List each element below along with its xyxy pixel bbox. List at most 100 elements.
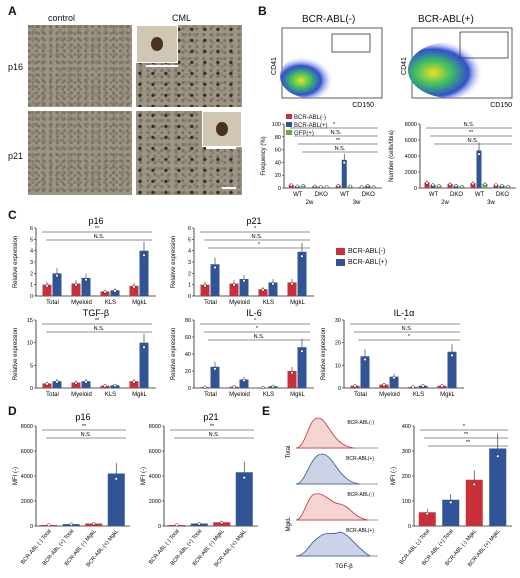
data-point bbox=[372, 185, 376, 189]
micrograph-control-p16 bbox=[28, 25, 132, 107]
data-point bbox=[450, 353, 454, 358]
data-point bbox=[425, 511, 429, 516]
hist-neg-total: BCR-ABL(-) bbox=[295, 417, 378, 449]
data-point bbox=[440, 384, 444, 388]
data-point bbox=[471, 182, 475, 186]
scale-bar bbox=[146, 65, 178, 67]
bar bbox=[235, 472, 253, 526]
y-tick-label: 10 bbox=[27, 341, 33, 347]
y-tick-label: 40 bbox=[185, 352, 191, 358]
x-tick-label: Total bbox=[204, 392, 217, 398]
chart-c-p16: p16 0 1 2 3 4 5 6 Relative expression Total Myeloi… bbox=[13, 216, 156, 306]
significance-label: * bbox=[254, 318, 257, 324]
significance-label: ** bbox=[95, 318, 100, 324]
bar bbox=[239, 279, 249, 296]
bar bbox=[210, 366, 220, 388]
data-point bbox=[382, 383, 386, 387]
y-axis-label: Relative expression bbox=[13, 236, 19, 288]
data-point bbox=[232, 283, 236, 287]
legend-label-neg: BCR-ABL(-) bbox=[348, 248, 386, 255]
data-point bbox=[360, 185, 364, 189]
legend-label-pos: BCR-ABL(+) bbox=[348, 259, 388, 266]
legend-b-item-gfp: GFP(+) bbox=[286, 130, 328, 138]
data-point bbox=[494, 183, 498, 187]
bar bbox=[418, 512, 436, 526]
bar bbox=[52, 381, 62, 388]
data-point bbox=[142, 253, 146, 257]
y-tick-label: 100 bbox=[402, 499, 411, 505]
chart-c-tgfb: TGF-β 0 5 10 15 Relative expression Total Myelo… bbox=[13, 308, 156, 398]
col-label-control: control bbox=[48, 13, 76, 23]
hist-pos-mgkl: BCR-ABL(+) bbox=[295, 528, 378, 557]
bar bbox=[442, 499, 460, 526]
significance-label: N.S. bbox=[335, 146, 346, 152]
data-point bbox=[483, 182, 487, 187]
y-tick-label: 1 bbox=[30, 283, 33, 289]
significance-label: N.S. bbox=[464, 122, 475, 128]
group-label: 2w bbox=[441, 200, 449, 206]
x-tick-label: Total bbox=[204, 300, 217, 306]
y-tick-label: 8000 bbox=[405, 122, 417, 128]
bar bbox=[139, 250, 149, 296]
x-tick-label: WT bbox=[340, 192, 350, 198]
hist-neg-mgkl: BCR-ABL(-) bbox=[295, 492, 378, 521]
data-point bbox=[460, 184, 464, 189]
legend-b-swatch-gfp bbox=[286, 130, 292, 135]
group-label: 3w bbox=[487, 200, 495, 206]
data-point bbox=[197, 522, 201, 526]
data-point bbox=[113, 289, 117, 293]
micrograph-inset bbox=[136, 25, 178, 63]
chart-title: p16 bbox=[88, 216, 103, 226]
data-point bbox=[261, 385, 265, 390]
x-tick-label: MgkL bbox=[440, 392, 455, 398]
micrograph-cml-p16 bbox=[136, 25, 242, 107]
y-tick-label: 60 bbox=[275, 148, 281, 154]
bar bbox=[139, 342, 149, 388]
data-point bbox=[271, 282, 275, 286]
y-tick-label: 80 bbox=[185, 318, 191, 324]
y-axis-label: MFI (-) bbox=[13, 467, 19, 485]
data-point bbox=[295, 184, 299, 188]
data-point bbox=[242, 279, 246, 283]
bar bbox=[81, 381, 91, 388]
data-point bbox=[132, 285, 136, 289]
significance-label: N.S. bbox=[81, 432, 92, 438]
data-point bbox=[301, 184, 305, 188]
significance-label: * bbox=[463, 424, 466, 430]
col-label-cml: CML bbox=[172, 13, 192, 23]
hist-row-total: Total bbox=[286, 446, 292, 459]
cd41-axis-label-neg: CD41 bbox=[271, 57, 278, 75]
significance-label: ** bbox=[464, 432, 469, 438]
group-label: 2w bbox=[306, 200, 314, 206]
y-axis-label: MFI (-) bbox=[141, 467, 147, 485]
flow-pos-cloud bbox=[408, 42, 492, 98]
cd41-axis-label-pos: CD41 bbox=[401, 57, 408, 75]
bar bbox=[424, 182, 430, 188]
y-tick-label: 2000 bbox=[405, 170, 417, 176]
y-axis-label: MFI (-) bbox=[391, 467, 397, 485]
data-point bbox=[342, 161, 346, 165]
data-point bbox=[142, 345, 146, 349]
bar bbox=[107, 473, 125, 526]
x-tick-label: DKO bbox=[315, 192, 328, 198]
group-label: 3w bbox=[353, 200, 361, 206]
legend-b-swatch-pos bbox=[286, 122, 292, 127]
significance-label: N.S. bbox=[94, 326, 105, 332]
data-point bbox=[45, 284, 49, 288]
hist-label-2: BCR-ABL(+) bbox=[346, 456, 374, 462]
y-tick-label: 3 bbox=[188, 260, 191, 266]
y-tick-label: 60 bbox=[185, 335, 191, 341]
data-point bbox=[325, 185, 329, 189]
data-point bbox=[411, 385, 415, 389]
x-tick-label: Total bbox=[46, 300, 59, 306]
bar bbox=[71, 283, 81, 296]
y-tick-label: 3 bbox=[30, 260, 33, 266]
y-tick-label: 400 bbox=[402, 424, 411, 430]
data-point bbox=[103, 290, 107, 294]
panel-letter-e: E bbox=[262, 404, 271, 418]
y-tick-label: 20 bbox=[335, 341, 341, 347]
hist-label-3: BCR-ABL(-) bbox=[347, 492, 374, 498]
y-tick-label: 4000 bbox=[21, 474, 33, 480]
data-point bbox=[425, 181, 429, 185]
chart-c-il1a: IL-1α 0 10 20 30 Relative expression Total Myel… bbox=[321, 308, 464, 398]
